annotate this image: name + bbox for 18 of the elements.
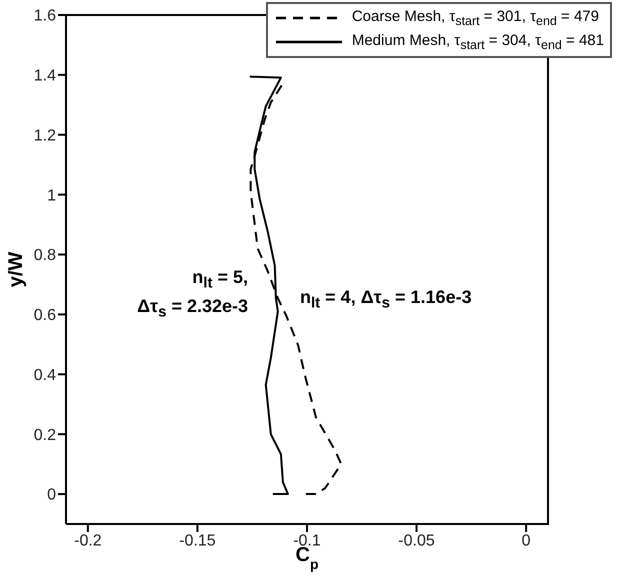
y-tick-label: 0.6: [34, 307, 56, 324]
text: n$_{lt}$ = 5, Δτ$_{s}$ = 2.32e-3: [137, 267, 248, 320]
x-tick-label: 0: [522, 532, 531, 550]
annotation: n$_{lt}$ = 4, Δτ$_{s}$ = 1.16e-3: [300, 286, 472, 314]
y-tick-label: 0: [47, 486, 56, 504]
legend-label: Coarse Mesh, τ$_{start}$ = 301, τ$_{end}$ = 479: [352, 8, 599, 28]
x-tick-label: -0.05: [398, 532, 435, 550]
y-tick-label: 0.8: [34, 247, 56, 264]
y-tick-label: 1.6: [34, 8, 56, 25]
y-tick-label: 0.2: [34, 426, 56, 444]
y-tick-label: 0.4: [34, 366, 56, 384]
y-tick-label: 1.4: [34, 68, 56, 85]
x-axis-title: C$_{p}$: [295, 544, 319, 572]
y-tick-label: 1: [47, 187, 56, 204]
legend-label: Medium Mesh, τ$_{start}$ = 304, τ$_{end}$ = 481: [352, 32, 604, 52]
x-tick-label: -0.2: [74, 532, 102, 550]
y-tick-label: 1.2: [34, 127, 56, 144]
x-tick-label: -0.15: [179, 532, 216, 550]
